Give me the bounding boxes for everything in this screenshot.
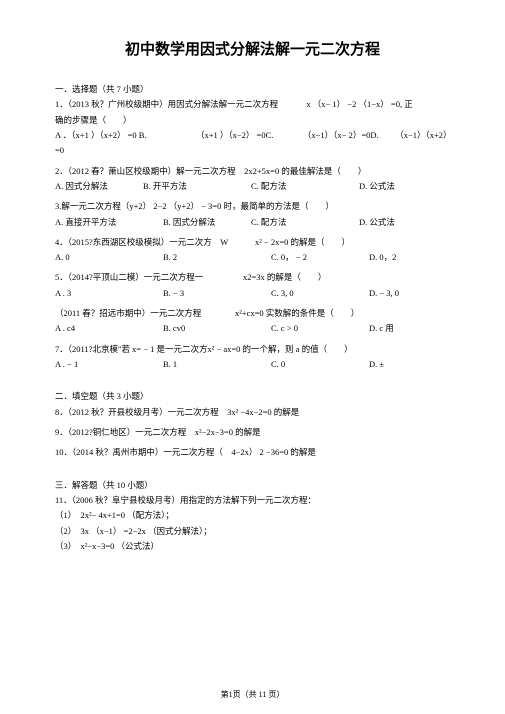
q7-options: A . − 1 B. 1 C. 0 D. ± [55, 358, 450, 370]
q2-options: A. 因式分解法 B. 开平方法 C. 配方法 D. 公式法 [55, 180, 450, 192]
q1-opt-a: A ．（x+1 ）（x+2） =0 B. [55, 129, 196, 141]
q7-stem: 7．（2011?北京模"若 x= − 1 是一元二次方x² − ax=0 的一个… [55, 343, 450, 355]
q6-opt-b: B. cv0 [163, 322, 271, 334]
q5-stem-a: 5．（2014?平顶山二模）一元二次方程一 [55, 271, 243, 283]
q7-opt-b: B. 1 [163, 358, 271, 370]
q4-opt-d: D. 0，2 [369, 251, 396, 263]
q3-opt-b: B. 因式分解法 [163, 216, 251, 228]
q1-opt-b: （x+1 ）（x−2） =0C. [196, 129, 303, 141]
page: 初中数学用因式分解法解一元二次方程 一．选择题（共 7 小题） 1．（2013 … [0, 0, 505, 552]
q2-stem: 2．（2012 春？萧山区校级期中）解一元二次方程 2x2+5x=0 的最佳解法… [55, 165, 450, 177]
q4-stem: 4．（2015?东西湖区校级模拟）一元二次方 W x² − 2x=0 的解是（ … [55, 236, 450, 248]
q4-stem-a: 4．（2015?东西湖区校级模拟）一元二次方 W [55, 236, 255, 248]
q4-options: A. 0 B. 2 C. 0， − 2 D. 0，2 [55, 251, 450, 263]
q11-p2: （2） 3x （x−1） =2−2x （因式分解法）； [55, 525, 450, 537]
q7-opt-c: C. 0 [271, 358, 369, 370]
q1-opt-d2: =0 [55, 144, 450, 156]
q11-p3: （3） x²−x−3=0 （公式法） [55, 540, 450, 552]
q5-opt-b: B. − 3 [163, 287, 271, 299]
q2-opt-c: C. 配方法 [251, 180, 359, 192]
section-1-head: 一．选择题（共 7 小题） [55, 83, 450, 95]
q5-stem: 5．（2014?平顶山二模）一元二次方程一 x2=3x 的解是（ ） [55, 271, 450, 283]
q7-opt-a: A . − 1 [55, 358, 163, 370]
q6-opt-d: D. c 用 [369, 322, 394, 334]
q4-opt-c: C. 0， − 2 [271, 251, 369, 263]
q5-opt-d: D. − 3, 0 [369, 287, 399, 299]
q10-stem: 10．（2014 秋？禹州市期中）一元二次方程（ 4−2x） 2 −36=0 的… [55, 446, 450, 458]
q1-stem-a: 1．（2013 秋？广州校级期中）用因式分解法解一元二次方程 [55, 99, 278, 109]
document-title: 初中数学用因式分解法解一元二次方程 [55, 38, 450, 59]
q5-options: A . 3 B. − 3 C. 3, 0 D. − 3, 0 [55, 287, 450, 299]
q6-options: A . c4 B. cv0 C. c > 0 D. c 用 [55, 322, 450, 334]
q2-opt-a: A. 因式分解法 [55, 180, 143, 192]
q2-opt-b: B. 开平方法 [143, 180, 251, 192]
q6-opt-c: C. c > 0 [271, 322, 369, 334]
q4-opt-a: A. 0 [55, 251, 163, 263]
q3-opt-d: D. 公式法 [359, 216, 395, 228]
section-3-head: 三．解答题（共 10 小题） [55, 479, 450, 491]
q4-opt-b: B. 2 [163, 251, 271, 263]
q3-stem: 3.解一元二次方程（y+2） 2−2 （y+2） − 3=0 时，最简单的方法是… [55, 200, 450, 212]
q6-stem: （2011 春？招远市期中）一元二次方程 x²+cx=0 实数解的条件是（ ） [55, 307, 450, 319]
q1-opt-c: （x−1）（x− 2）=0D. [303, 129, 395, 141]
q6-stem-a: （2011 春？招远市期中）一元二次方程 [55, 307, 235, 319]
q1-stem: 1．（2013 秋？广州校级期中）用因式分解法解一元二次方程 x （x− 1） … [55, 98, 450, 110]
q3-options: A. 直接开平方法 B. 因式分解法 C. 配方法 D. 公式法 [55, 216, 450, 228]
page-footer: 第1页（共 11 页） [0, 689, 505, 700]
q7-opt-d: D. ± [369, 358, 384, 370]
q11-stem: 11．（2006 秋？阜宁县校级月考）用指定的方法解下列一元二次方程： [55, 494, 450, 506]
q1-stem-c: 确的步骤是（ ） [55, 114, 450, 126]
q8-stem: 8．（2012 秋？开县校级月考）一元二次方程 3x² −4x−2=0 的解是 [55, 406, 450, 418]
q3-opt-c: C. 配方法 [251, 216, 359, 228]
q2-opt-d: D. 公式法 [359, 180, 395, 192]
section-2-head: 二．填空题（共 3 小题） [55, 390, 450, 402]
q1-opt-d: （x−1）（x+2） [395, 129, 450, 141]
q5-stem-b: x2=3x 的解是（ ） [243, 271, 326, 283]
q6-opt-a: A . c4 [55, 322, 163, 334]
q3-opt-a: A. 直接开平方法 [55, 216, 163, 228]
q1-stem-b: x （x− 1） −2 （1−x） =0, 正 [306, 99, 412, 109]
q5-opt-c: C. 3, 0 [271, 287, 369, 299]
q5-opt-a: A . 3 [55, 287, 163, 299]
q6-stem-b: x²+cx=0 实数解的条件是（ ） [235, 307, 359, 319]
q11-p1: （1） 2x²− 4x+1=0 （配方法）； [55, 509, 450, 521]
q9-stem: 9．（2012?铜仁地区）一元二次方程 x²−2x−3=0 的解是 [55, 426, 450, 438]
q1-options: A ．（x+1 ）（x+2） =0 B. （x+1 ）（x−2） =0C. （x… [55, 129, 450, 141]
q4-stem-b: x² − 2x=0 的解是（ ） [255, 236, 350, 248]
